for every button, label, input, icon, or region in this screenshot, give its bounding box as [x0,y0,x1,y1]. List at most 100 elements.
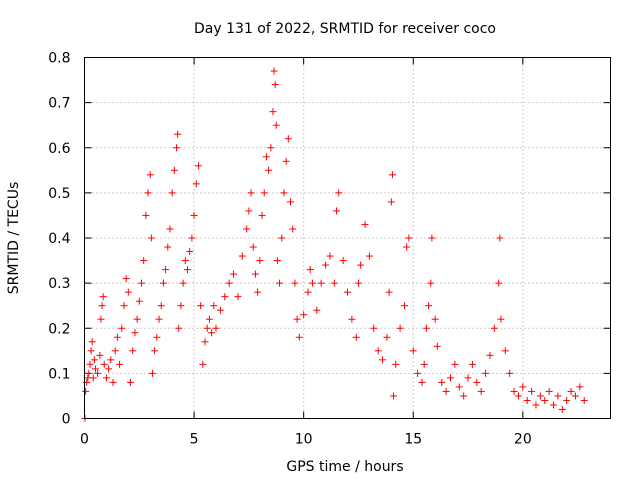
data-point [179,279,187,287]
data-point [190,211,198,219]
data-point [133,315,141,323]
data-point [159,279,167,287]
data-point [98,302,106,310]
data-point [400,302,408,310]
x-tick-label: 0 [80,432,89,448]
x-axis: 0 5 10 15 20 [80,57,532,448]
data-point [94,369,102,377]
data-point [418,378,426,386]
data-point [567,387,575,395]
data-point [374,347,382,355]
data-point [571,392,579,400]
data-point [142,211,150,219]
data-point [173,144,181,152]
data-point [313,306,321,314]
data-point [210,302,218,310]
data-point [473,378,481,386]
data-point [124,288,132,296]
data-point [388,171,396,179]
data-point [201,338,209,346]
data-point [523,396,531,404]
data-point [109,378,117,386]
data-point [249,243,257,251]
data-point [550,401,558,409]
data-point [468,360,476,368]
y-axis-label: SRMTID / TECUs [6,182,22,295]
x-axis-label: GPS time / hours [286,459,403,475]
data-point [137,279,145,287]
y-tick-label: 0.3 [48,276,70,292]
y-tick-label: 0.1 [48,366,70,382]
chart-title: Day 131 of 2022, SRMTID for receiver coc… [194,21,496,37]
data-point [354,279,362,287]
data-point [116,360,124,368]
data-point [122,275,130,283]
data-point [168,189,176,197]
data-point [405,234,413,242]
data-point [392,360,400,368]
data-point [455,383,463,391]
data-point [197,302,205,310]
data-point [464,374,472,382]
data-point [545,387,553,395]
data-point [420,360,428,368]
data-point [322,261,330,269]
data-point [383,333,391,341]
data-point [194,162,202,170]
data-point [379,356,387,364]
data-point [157,302,165,310]
data-point [357,261,365,269]
data-point [333,207,341,215]
data-point [385,288,393,296]
data-point [199,360,207,368]
data-point [153,333,161,341]
data-point [216,306,224,314]
data-point [260,189,268,197]
data-point [203,324,211,332]
data-point [300,311,308,319]
data-point [284,135,292,143]
data-point [442,387,450,395]
data-point [269,108,277,116]
data-point [563,396,571,404]
data-point [120,302,128,310]
data-point [501,347,509,355]
data-point [111,347,119,355]
data-point [447,374,455,382]
data-point [339,257,347,265]
data-point [278,234,286,242]
data-point [317,279,325,287]
data-point [409,347,417,355]
data-point [243,225,251,233]
data-point [396,324,404,332]
data-point [186,248,194,256]
data-point [82,387,90,395]
data-point [225,279,233,287]
data-point [162,266,170,274]
data-point [460,392,468,400]
data-point [276,279,284,287]
data-point [181,257,189,265]
data-point [184,266,192,274]
data-point [335,189,343,197]
data-point [433,342,441,350]
data-point [131,329,139,337]
data-point [482,369,490,377]
data-point [86,360,94,368]
data-point [427,279,435,287]
data-point [166,225,174,233]
data-point [287,198,295,206]
data-point [506,369,514,377]
data-point [497,315,505,323]
y-axis: 0 0.1 0.2 0.3 0.4 0.5 0.6 0.7 0.8 [48,51,611,428]
data-point [293,315,301,323]
data-point [230,270,238,278]
data-point [102,374,110,382]
data-point [177,302,185,310]
data-point [348,315,356,323]
data-point [451,360,459,368]
data-point [91,365,99,373]
data-point [495,279,503,287]
y-tick-label: 0 [62,412,71,428]
data-point [96,351,104,359]
